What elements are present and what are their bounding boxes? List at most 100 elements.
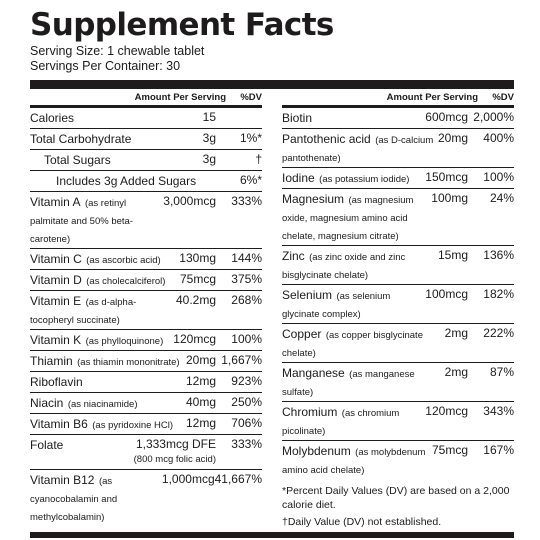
nutrient-daily-value: 41,667% — [214, 472, 262, 486]
nutrient-daily-value: † — [255, 152, 262, 166]
nutrient-name-block: Total Sugars — [30, 151, 199, 169]
nutrient-amount: 20mg — [437, 131, 468, 145]
nutrient-amount-block: 12mg — [182, 415, 216, 431]
nutrient-amount-block: 12mg — [182, 373, 216, 389]
nutrient-row: Niacin (as niacinamide) 40mg 250% — [30, 393, 262, 414]
nutrient-amount-block: 3g — [199, 151, 216, 167]
nutrient-name: Vitamin D — [30, 273, 82, 287]
nutrient-row: Magnesium (as magnesium oxide, magnesium… — [282, 189, 514, 246]
nutrient-name: Chromium — [282, 405, 338, 419]
nutrient-name-block: Total Carbohydrate — [30, 130, 199, 148]
nutrient-name-block: Zinc (as zinc oxide and zinc bisglycinat… — [282, 247, 434, 283]
nutrient-daily-value: 333% — [231, 437, 262, 451]
nutrient-amount-block: 1,000mcg — [158, 471, 215, 487]
nutrient-amount-block: 20mg — [434, 130, 468, 146]
nutrient-name-block: Magnesium (as magnesium oxide, magnesium… — [282, 190, 427, 244]
nutrient-daily-value: 1%* — [239, 131, 262, 145]
nutrient-amount-block: 15mg — [434, 247, 468, 263]
nutrient-daily-value: 250% — [231, 395, 262, 409]
nutrient-name-block: Selenium (as selenium glycinate complex) — [282, 286, 421, 322]
amount-per-serving-heading: Amount Per Serving — [386, 91, 478, 103]
nutrient-amount: 75mcg — [431, 443, 468, 457]
nutrient-name-block: Includes 3g Added Sugars — [30, 172, 212, 190]
nutrient-name: Calories — [30, 111, 75, 125]
nutrient-row: Thiamin (as thiamin mononitrate) 20mg 1,66… — [30, 351, 262, 372]
bottom-divider — [30, 531, 514, 538]
nutrient-source: (as thiamin mononitrate) — [77, 357, 180, 368]
nutrient-daily-value: 333% — [231, 194, 262, 208]
nutrient-amount: 15 — [202, 110, 216, 124]
nutrient-name: Magnesium — [282, 192, 345, 206]
nutrient-name: Vitamin E — [30, 294, 82, 308]
nutrient-name-block: Copper (as copper bisglycinate chelate) — [282, 325, 441, 361]
nutrient-amount: 75mcg — [179, 272, 216, 286]
nutrient-row: Manganese (as manganese sulfate) 2mg 87% — [282, 363, 514, 402]
nutrient-daily-value: 24% — [489, 191, 514, 205]
nutrient-row: Pantothenic acid (as D-calcium pantothen… — [282, 129, 514, 168]
dv-heading: %DV — [492, 91, 514, 103]
nutrient-name: Iodine — [282, 171, 315, 185]
nutrient-name: Total Carbohydrate — [30, 132, 132, 146]
nutrient-name: Manganese — [282, 366, 345, 380]
right-column-header: Amount Per Serving %DV — [282, 89, 514, 108]
nutrient-amount-block: 40.2mg — [172, 292, 216, 308]
nutrient-amount-block: 120mcg — [421, 403, 468, 419]
nutrient-row: Selenium (as selenium glycinate complex)… — [282, 285, 514, 324]
nutrient-daily-value: 343% — [483, 404, 514, 418]
nutrient-source: (as cyanocobalamin and methylcobalamin) — [30, 476, 118, 523]
nutrient-name-block: Iodine (as potassium iodide) — [282, 169, 421, 187]
nutrient-amount-block: 600mcg — [421, 109, 468, 125]
nutrient-name-block: Vitamin B6 (as pyridoxine HCl) — [30, 415, 182, 433]
nutrient-source: (as retinyl palmitate and 50% beta-carot… — [30, 198, 133, 245]
nutrient-name-block: Vitamin B12 (as cyanocobalamin and methy… — [30, 471, 158, 525]
nutrient-name: Zinc — [282, 249, 305, 263]
nutrient-amount: 130mg — [179, 251, 216, 265]
nutrient-amount: 100mg — [431, 191, 468, 205]
nutrient-source: (as cholecalciferol) — [86, 276, 166, 287]
nutrient-daily-value: 182% — [483, 287, 514, 301]
nutrient-name: Niacin — [30, 396, 64, 410]
nutrient-daily-value: 706% — [231, 416, 262, 430]
nutrient-name: Vitamin A — [30, 195, 81, 209]
nutrient-source: (as copper bisglycinate chelate) — [282, 330, 423, 359]
nutrient-name: Pantothenic acid — [282, 132, 371, 146]
nutrient-row: Vitamin A (as retinyl palmitate and 50% … — [30, 192, 262, 249]
nutrient-name-block: Vitamin A (as retinyl palmitate and 50% … — [30, 193, 159, 247]
nutrient-name: Vitamin B12 — [30, 473, 95, 487]
nutrient-daily-value: 167% — [483, 443, 514, 457]
nutrient-source: (as chromium picolinate) — [282, 408, 400, 437]
nutrient-name-block: Niacin (as niacinamide) — [30, 394, 182, 412]
nutrient-amount: 150mcg — [425, 170, 468, 184]
nutrient-source: (as potassium iodide) — [319, 174, 410, 185]
nutrient-amount: 20mg — [185, 353, 216, 367]
right-nutrient-list: Biotin 600mcg 2,000% Pantothenic acid (as D… — [282, 108, 514, 479]
nutrient-amount-block: 130mg — [175, 250, 216, 266]
nutrient-daily-value: 268% — [231, 293, 262, 307]
panel-title: Supplement Facts — [30, 7, 334, 43]
nutrient-columns: Amount Per Serving %DV Calories 15 Total C… — [30, 89, 514, 530]
nutrient-name: Riboflavin — [30, 375, 83, 389]
nutrient-amount: 3g — [202, 131, 216, 145]
nutrient-amount-block: 150mcg — [421, 169, 468, 185]
nutrient-daily-value: 6%* — [239, 173, 262, 187]
nutrient-name-block: Folate — [30, 436, 130, 454]
nutrient-name-block: Thiamin (as thiamin mononitrate) — [30, 352, 182, 370]
left-column-header: Amount Per Serving %DV — [30, 89, 262, 108]
nutrient-amount-block: 75mcg — [428, 442, 468, 458]
thick-divider — [30, 80, 514, 89]
nutrient-daily-value: 100% — [483, 170, 514, 184]
nutrient-source: (as phylloquinone) — [85, 336, 164, 347]
nutrient-amount-block: 100mcg — [421, 286, 468, 302]
nutrient-name: Folate — [30, 438, 64, 452]
nutrient-name-block: Pantothenic acid (as D-calcium pantothen… — [282, 130, 434, 166]
nutrient-source: (as molybdenum amino acid chelate) — [282, 447, 426, 476]
left-column: Amount Per Serving %DV Calories 15 Total C… — [30, 89, 262, 530]
nutrient-row: Includes 3g Added Sugars 6%* — [30, 171, 262, 192]
nutrient-amount: 12mg — [185, 416, 216, 430]
footnote-dagger: †Daily Value (DV) not established. — [282, 516, 442, 528]
nutrient-amount-block: 3g — [199, 130, 216, 146]
nutrient-amount: 3g — [202, 152, 216, 166]
nutrient-source: (as magnesium oxide, magnesium amino aci… — [282, 195, 414, 242]
nutrient-source: (as d-alpha-tocopheryl succinate) — [30, 297, 137, 326]
nutrient-amount-block: 3,000mcg — [159, 193, 216, 209]
